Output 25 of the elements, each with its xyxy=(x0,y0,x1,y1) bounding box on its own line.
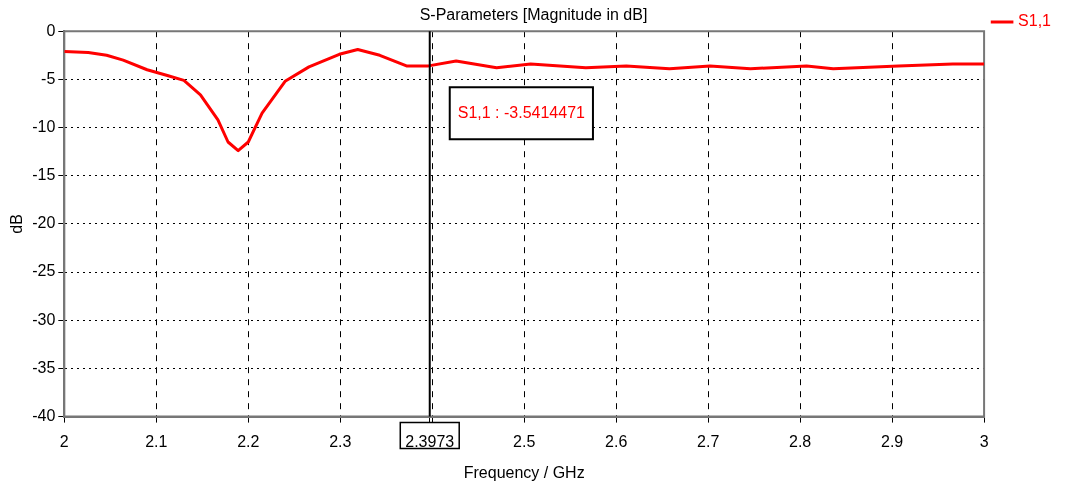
x-tick-label: 3 xyxy=(979,432,989,450)
annotation: S1,1 : -3.5414471 xyxy=(457,103,586,121)
x-tick-label: 2.6 xyxy=(605,432,628,450)
x-tick-label: 2.5 xyxy=(513,432,536,450)
x-tick-label: 2.2 xyxy=(237,432,260,450)
y-tick-label: -35 xyxy=(32,358,56,376)
legend-label: S1,1 xyxy=(1018,12,1052,30)
y-tick-label: -15 xyxy=(32,166,56,184)
x-tick-label: 2.7 xyxy=(697,432,720,450)
y-tick-label: -40 xyxy=(32,407,56,425)
x-tick-label: 2.1 xyxy=(145,432,168,450)
y-tick-label: -25 xyxy=(32,262,56,280)
y-axis-title: dB xyxy=(8,214,26,234)
chart-title: S-Parameters [Magnitude in dB] xyxy=(419,6,648,24)
x-tick-label: 2.8 xyxy=(789,432,812,450)
y-tick-label: -10 xyxy=(32,117,56,135)
x-tick-label: 2.3 xyxy=(329,432,352,450)
y-tick-label: -20 xyxy=(32,214,56,232)
x-tick-label: 2.9 xyxy=(880,432,904,450)
x-axis-title: Frequency / GHz xyxy=(463,463,585,481)
x-tick-label: 2.3973 xyxy=(405,432,455,450)
y-tick-label: -5 xyxy=(41,69,56,87)
y-tick-label: -30 xyxy=(32,310,56,328)
x-tick-label: 2 xyxy=(59,432,69,450)
y-tick-label: 0 xyxy=(46,21,56,39)
